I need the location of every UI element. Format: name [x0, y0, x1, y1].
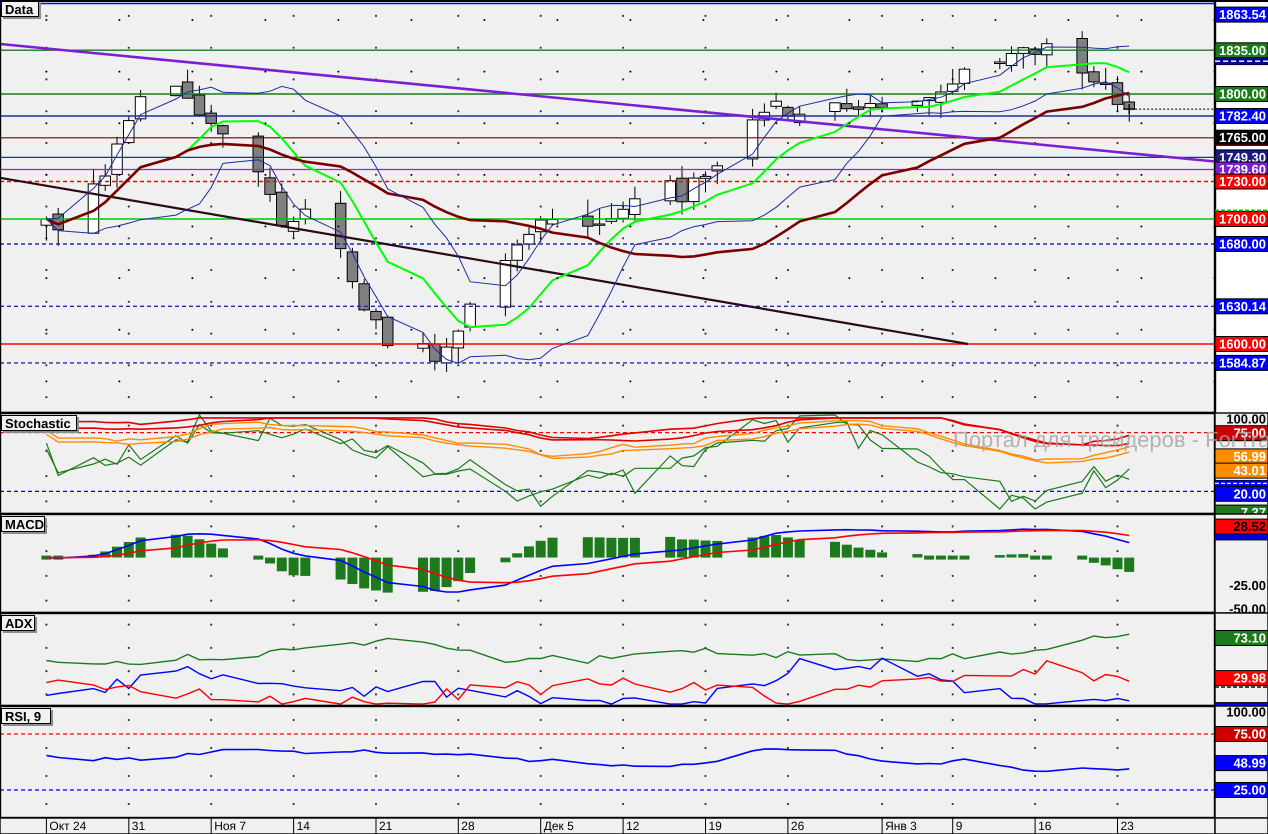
svg-text:1630.14: 1630.14 — [1219, 299, 1267, 314]
svg-text:26: 26 — [791, 819, 805, 833]
svg-text:Окт 24: Окт 24 — [49, 819, 86, 833]
svg-text:48.99: 48.99 — [1233, 756, 1266, 771]
svg-text:1680.00: 1680.00 — [1219, 237, 1266, 252]
svg-text:1863.54: 1863.54 — [1219, 7, 1267, 22]
svg-text:21: 21 — [379, 819, 393, 833]
svg-text:Ноя 7: Ноя 7 — [214, 819, 246, 833]
svg-text:1700.00: 1700.00 — [1219, 212, 1266, 227]
svg-text:23: 23 — [1121, 819, 1135, 833]
svg-text:Янв 3: Янв 3 — [885, 819, 917, 833]
svg-text:14: 14 — [297, 819, 311, 833]
svg-text:28.52: 28.52 — [1233, 519, 1266, 534]
svg-text:31: 31 — [132, 819, 146, 833]
svg-text:1600.00: 1600.00 — [1219, 337, 1266, 352]
svg-text:75.00: 75.00 — [1233, 727, 1266, 742]
svg-text:16: 16 — [1038, 819, 1052, 833]
svg-text:43.01: 43.01 — [1233, 463, 1266, 478]
svg-text:Дек 5: Дек 5 — [544, 819, 574, 833]
svg-text:1584.87: 1584.87 — [1219, 355, 1266, 370]
svg-text:9: 9 — [956, 819, 963, 833]
svg-text:100.00: 100.00 — [1226, 412, 1266, 427]
svg-text:1835.00: 1835.00 — [1219, 43, 1266, 58]
svg-text:28: 28 — [461, 819, 475, 833]
svg-text:12: 12 — [626, 819, 640, 833]
svg-text:20.00: 20.00 — [1233, 486, 1266, 501]
svg-text:Портал для трейдеров - ForTrad: Портал для трейдеров - ForTrader — [953, 427, 1268, 452]
svg-text:25.00: 25.00 — [1233, 783, 1266, 798]
svg-text:29.98: 29.98 — [1233, 671, 1266, 686]
svg-text:1800.00: 1800.00 — [1219, 87, 1266, 102]
svg-text:19: 19 — [709, 819, 723, 833]
svg-text:1730.00: 1730.00 — [1219, 174, 1266, 189]
svg-text:1765.00: 1765.00 — [1219, 130, 1266, 145]
svg-text:100.00: 100.00 — [1226, 705, 1266, 720]
svg-text:1782.40: 1782.40 — [1219, 109, 1266, 124]
svg-text:73.10: 73.10 — [1233, 631, 1266, 646]
svg-text:-25.00: -25.00 — [1229, 578, 1266, 593]
